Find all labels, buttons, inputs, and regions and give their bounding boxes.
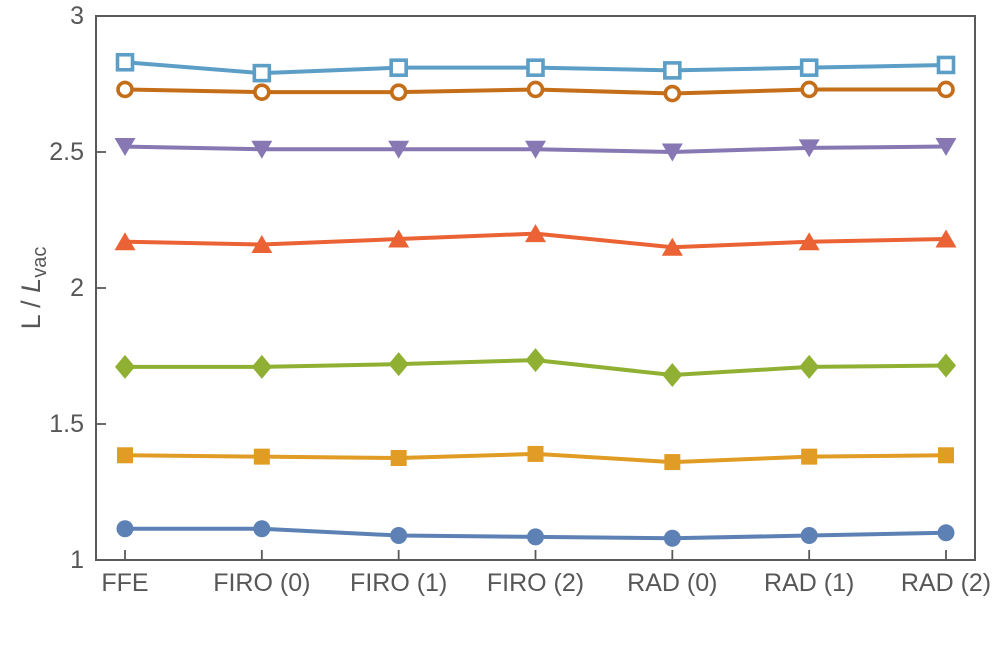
square-marker [664, 454, 681, 471]
diamond-marker [115, 354, 135, 379]
open-circle-marker [800, 80, 818, 99]
x-tick-label: FIRO (2) [487, 569, 584, 597]
circle-marker [390, 527, 408, 545]
diamond-marker [525, 348, 546, 373]
open-circle-marker [253, 83, 271, 101]
circle-marker [800, 527, 818, 545]
square-marker [938, 447, 954, 464]
circle-marker [116, 520, 134, 538]
open-square-marker [663, 61, 682, 80]
triangle-up-marker [114, 232, 136, 251]
open-square-marker [526, 58, 545, 77]
circle-marker [527, 528, 544, 546]
diamond-marker [388, 352, 409, 377]
square-marker [390, 450, 407, 466]
y-tick-label: 1.5 [49, 410, 84, 438]
x-tick-label: FIRO (1) [350, 569, 447, 597]
y-axis-label: L / Lvac [16, 247, 51, 330]
triangle-up-marker [251, 234, 273, 253]
triangle-up-marker [661, 237, 683, 256]
open-circle-marker [937, 80, 955, 99]
open-circle-marker [389, 83, 408, 101]
open-square-marker [799, 58, 819, 77]
open-circle-marker [663, 84, 682, 103]
x-tick-label: RAD (1) [764, 569, 854, 597]
triangle-down-marker [388, 140, 410, 159]
open-square-marker [252, 63, 272, 83]
open-circle-marker [526, 80, 545, 99]
diamond-marker [799, 354, 820, 379]
diamond-marker [936, 353, 956, 378]
y-tick-label: 2 [70, 274, 84, 302]
y-tick-label: 1 [70, 546, 84, 574]
square-marker [527, 445, 544, 462]
open-square-marker [936, 55, 956, 75]
square-marker [117, 447, 133, 464]
triangle-down-marker [525, 140, 546, 159]
square-marker [253, 448, 270, 465]
open-square-marker [389, 58, 408, 77]
y-tick-label: 3 [70, 2, 84, 30]
x-tick-label: RAD (2) [901, 569, 991, 597]
triangle-up-marker [388, 229, 410, 248]
triangle-down-marker [114, 138, 136, 157]
y-tick-label: 2.5 [49, 138, 84, 166]
open-circle-marker [116, 80, 134, 99]
triangle-down-marker [935, 138, 957, 157]
diamond-marker [251, 354, 272, 379]
circle-marker [253, 520, 271, 538]
triangle-up-marker [935, 229, 957, 248]
x-tick-label: FIRO (0) [213, 569, 310, 597]
open-square-marker [115, 52, 135, 72]
triangle-up-marker [798, 232, 820, 251]
triangle-down-marker [798, 139, 820, 158]
circle-marker [663, 529, 681, 547]
circle-marker [937, 524, 955, 542]
triangle-up-marker [525, 224, 546, 243]
triangle-down-marker [661, 143, 683, 162]
square-marker [801, 448, 818, 465]
plot-frame [95, 15, 976, 561]
x-tick-label: FFE [101, 569, 148, 597]
triangle-down-marker [251, 140, 273, 159]
diamond-marker [662, 363, 683, 388]
x-tick-label: RAD (0) [627, 569, 717, 597]
